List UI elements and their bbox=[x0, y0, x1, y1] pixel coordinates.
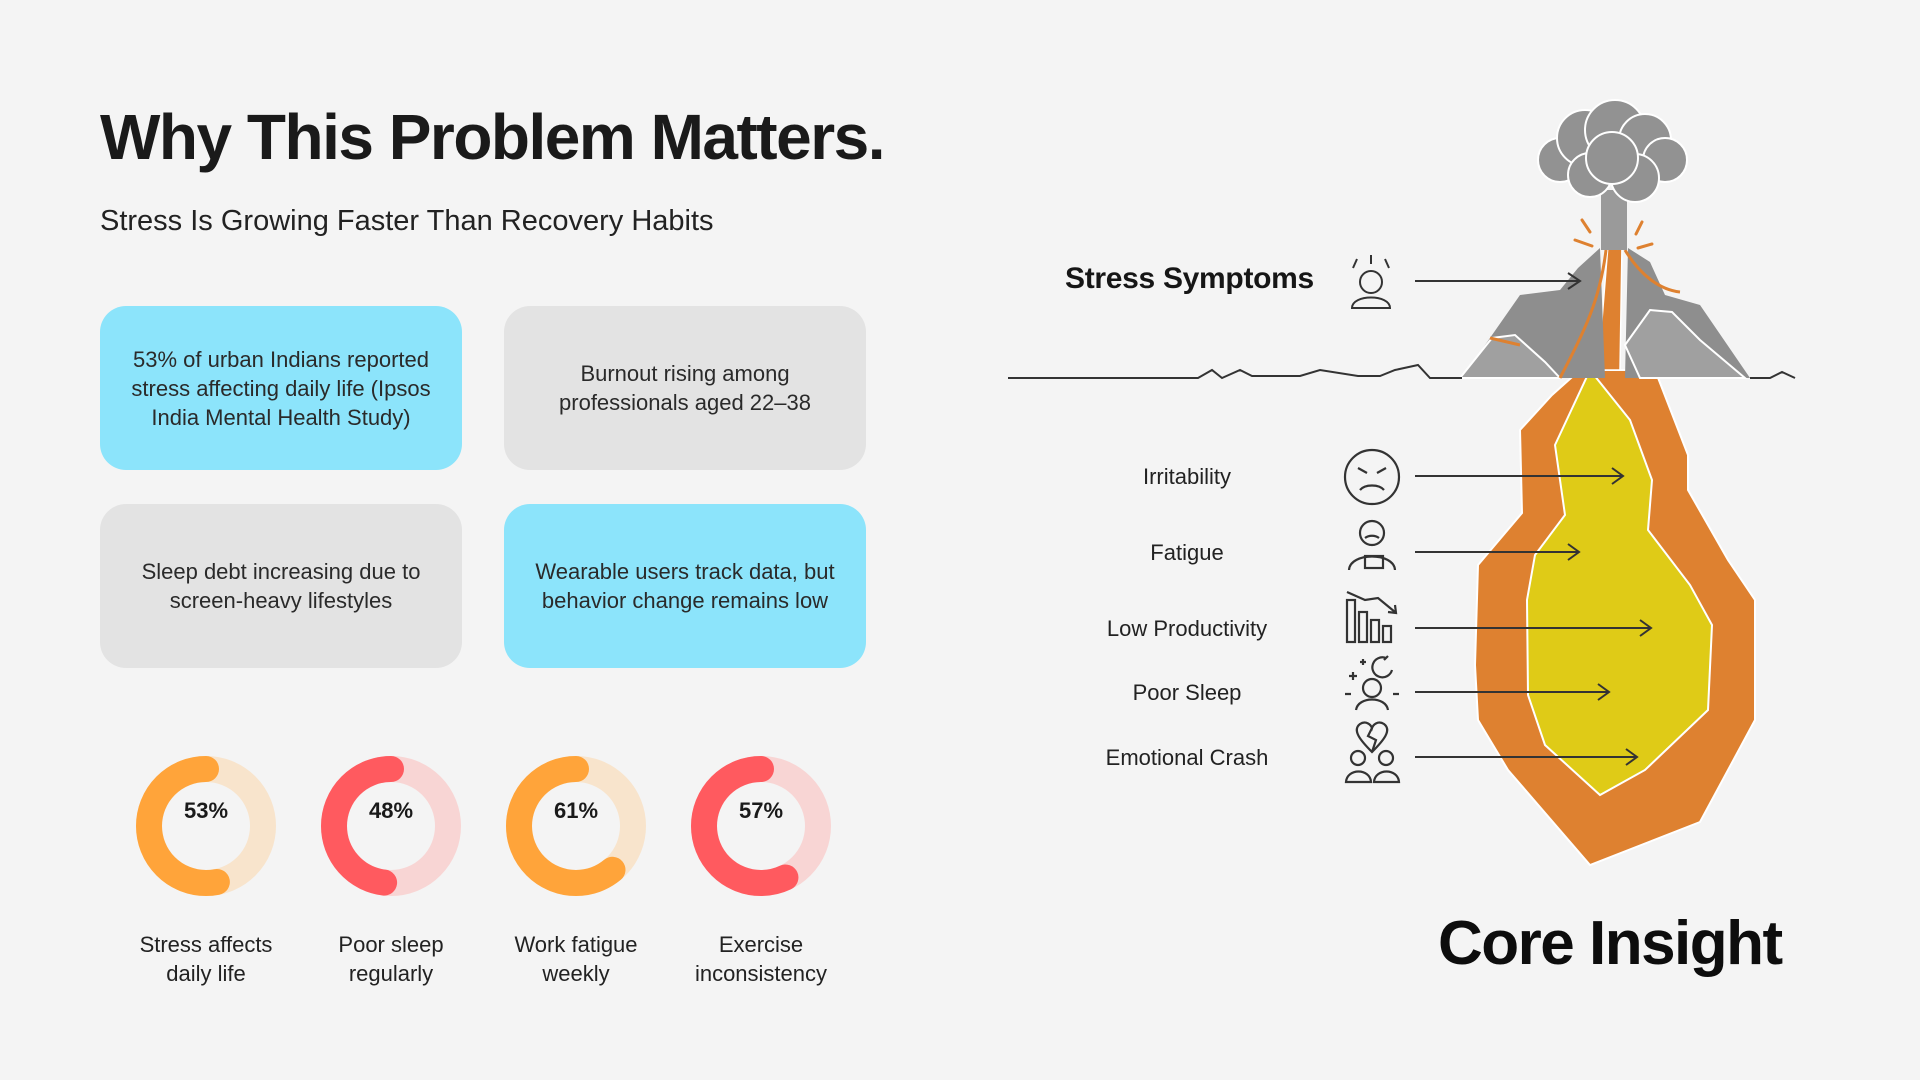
lava-streak bbox=[1623, 249, 1681, 294]
sleepless-person-icon bbox=[1345, 655, 1399, 711]
symptom-arrow-head bbox=[1597, 683, 1611, 701]
card-text: Wearable users track data, but behavior … bbox=[535, 559, 835, 613]
donut-chart: 53% bbox=[136, 756, 276, 896]
lava-streak bbox=[1558, 249, 1608, 379]
ground-line bbox=[1008, 363, 1796, 380]
donut-percentage: 48% bbox=[368, 798, 414, 823]
symptom-label: Emotional Crash bbox=[1105, 745, 1269, 770]
page-subtitle: Stress Is Growing Faster Than Recovery H… bbox=[100, 205, 714, 237]
donut-caption: Poor sleep regularly bbox=[338, 932, 444, 986]
stat-card-burnout: Burnout rising among professionals aged … bbox=[504, 306, 866, 470]
eruption-sparks bbox=[1573, 218, 1654, 250]
symptom-arrows bbox=[1415, 467, 1653, 766]
symptom-label: Poor Sleep bbox=[1132, 680, 1242, 705]
tired-person-icon bbox=[1347, 519, 1397, 571]
ash-cloud bbox=[1537, 99, 1688, 203]
donut-fill bbox=[321, 756, 461, 896]
symptom-arrow-head bbox=[1639, 619, 1653, 637]
core-insight-heading: Core Insight bbox=[1438, 909, 1783, 978]
donut-caption: Exercise inconsistency bbox=[694, 932, 828, 986]
donut-chart: 48% bbox=[321, 756, 461, 896]
stat-card-wearables: Wearable users track data, but behavior … bbox=[504, 504, 866, 668]
volcano-rock-front-right bbox=[1623, 308, 1748, 379]
donut-caption: Stress affects daily life bbox=[139, 932, 273, 986]
donut-fill bbox=[691, 756, 831, 896]
stress-symptoms-heading: Stress Symptoms bbox=[1065, 262, 1314, 295]
angry-face-icon bbox=[1343, 448, 1401, 506]
page-title: Why This Problem Matters. bbox=[100, 101, 885, 173]
card-text: Burnout rising among professionals aged … bbox=[559, 361, 811, 415]
symptom-label: Low Productivity bbox=[1106, 616, 1268, 641]
symptom-label: Irritability bbox=[1142, 464, 1231, 489]
donut-caption: Work fatigue weekly bbox=[514, 932, 638, 986]
stat-card-urban-stress: 53% of urban Indians reported stress aff… bbox=[100, 306, 462, 470]
symptom-arrow-head bbox=[1567, 543, 1581, 561]
ash-column bbox=[1601, 190, 1627, 250]
arrow-head bbox=[1567, 272, 1582, 290]
symptom-label: Fatigue bbox=[1150, 540, 1224, 565]
donut-percentage: 57% bbox=[738, 798, 784, 823]
donut-fill bbox=[136, 756, 276, 896]
symptom-arrow-head bbox=[1625, 748, 1639, 766]
donut-chart: 61% bbox=[506, 756, 646, 896]
volcano-rock-front-left bbox=[1457, 333, 1563, 379]
declining-chart-icon bbox=[1345, 590, 1398, 644]
donut-chart: 57% bbox=[691, 756, 831, 896]
symptom-arrow-head bbox=[1611, 467, 1625, 485]
lava-streak bbox=[1489, 336, 1521, 347]
card-text: 53% of urban Indians reported stress aff… bbox=[131, 346, 431, 430]
donut-percentage: 53% bbox=[183, 798, 229, 823]
broken-heart-icon bbox=[1344, 721, 1401, 784]
card-text: Sleep debt increasing due to screen-heav… bbox=[141, 559, 421, 613]
donut-percentage: 61% bbox=[553, 798, 599, 823]
stressed-person-icon bbox=[1350, 255, 1392, 309]
donut-fill bbox=[506, 756, 646, 896]
stat-card-sleep-debt: Sleep debt increasing due to screen-heav… bbox=[100, 504, 462, 668]
